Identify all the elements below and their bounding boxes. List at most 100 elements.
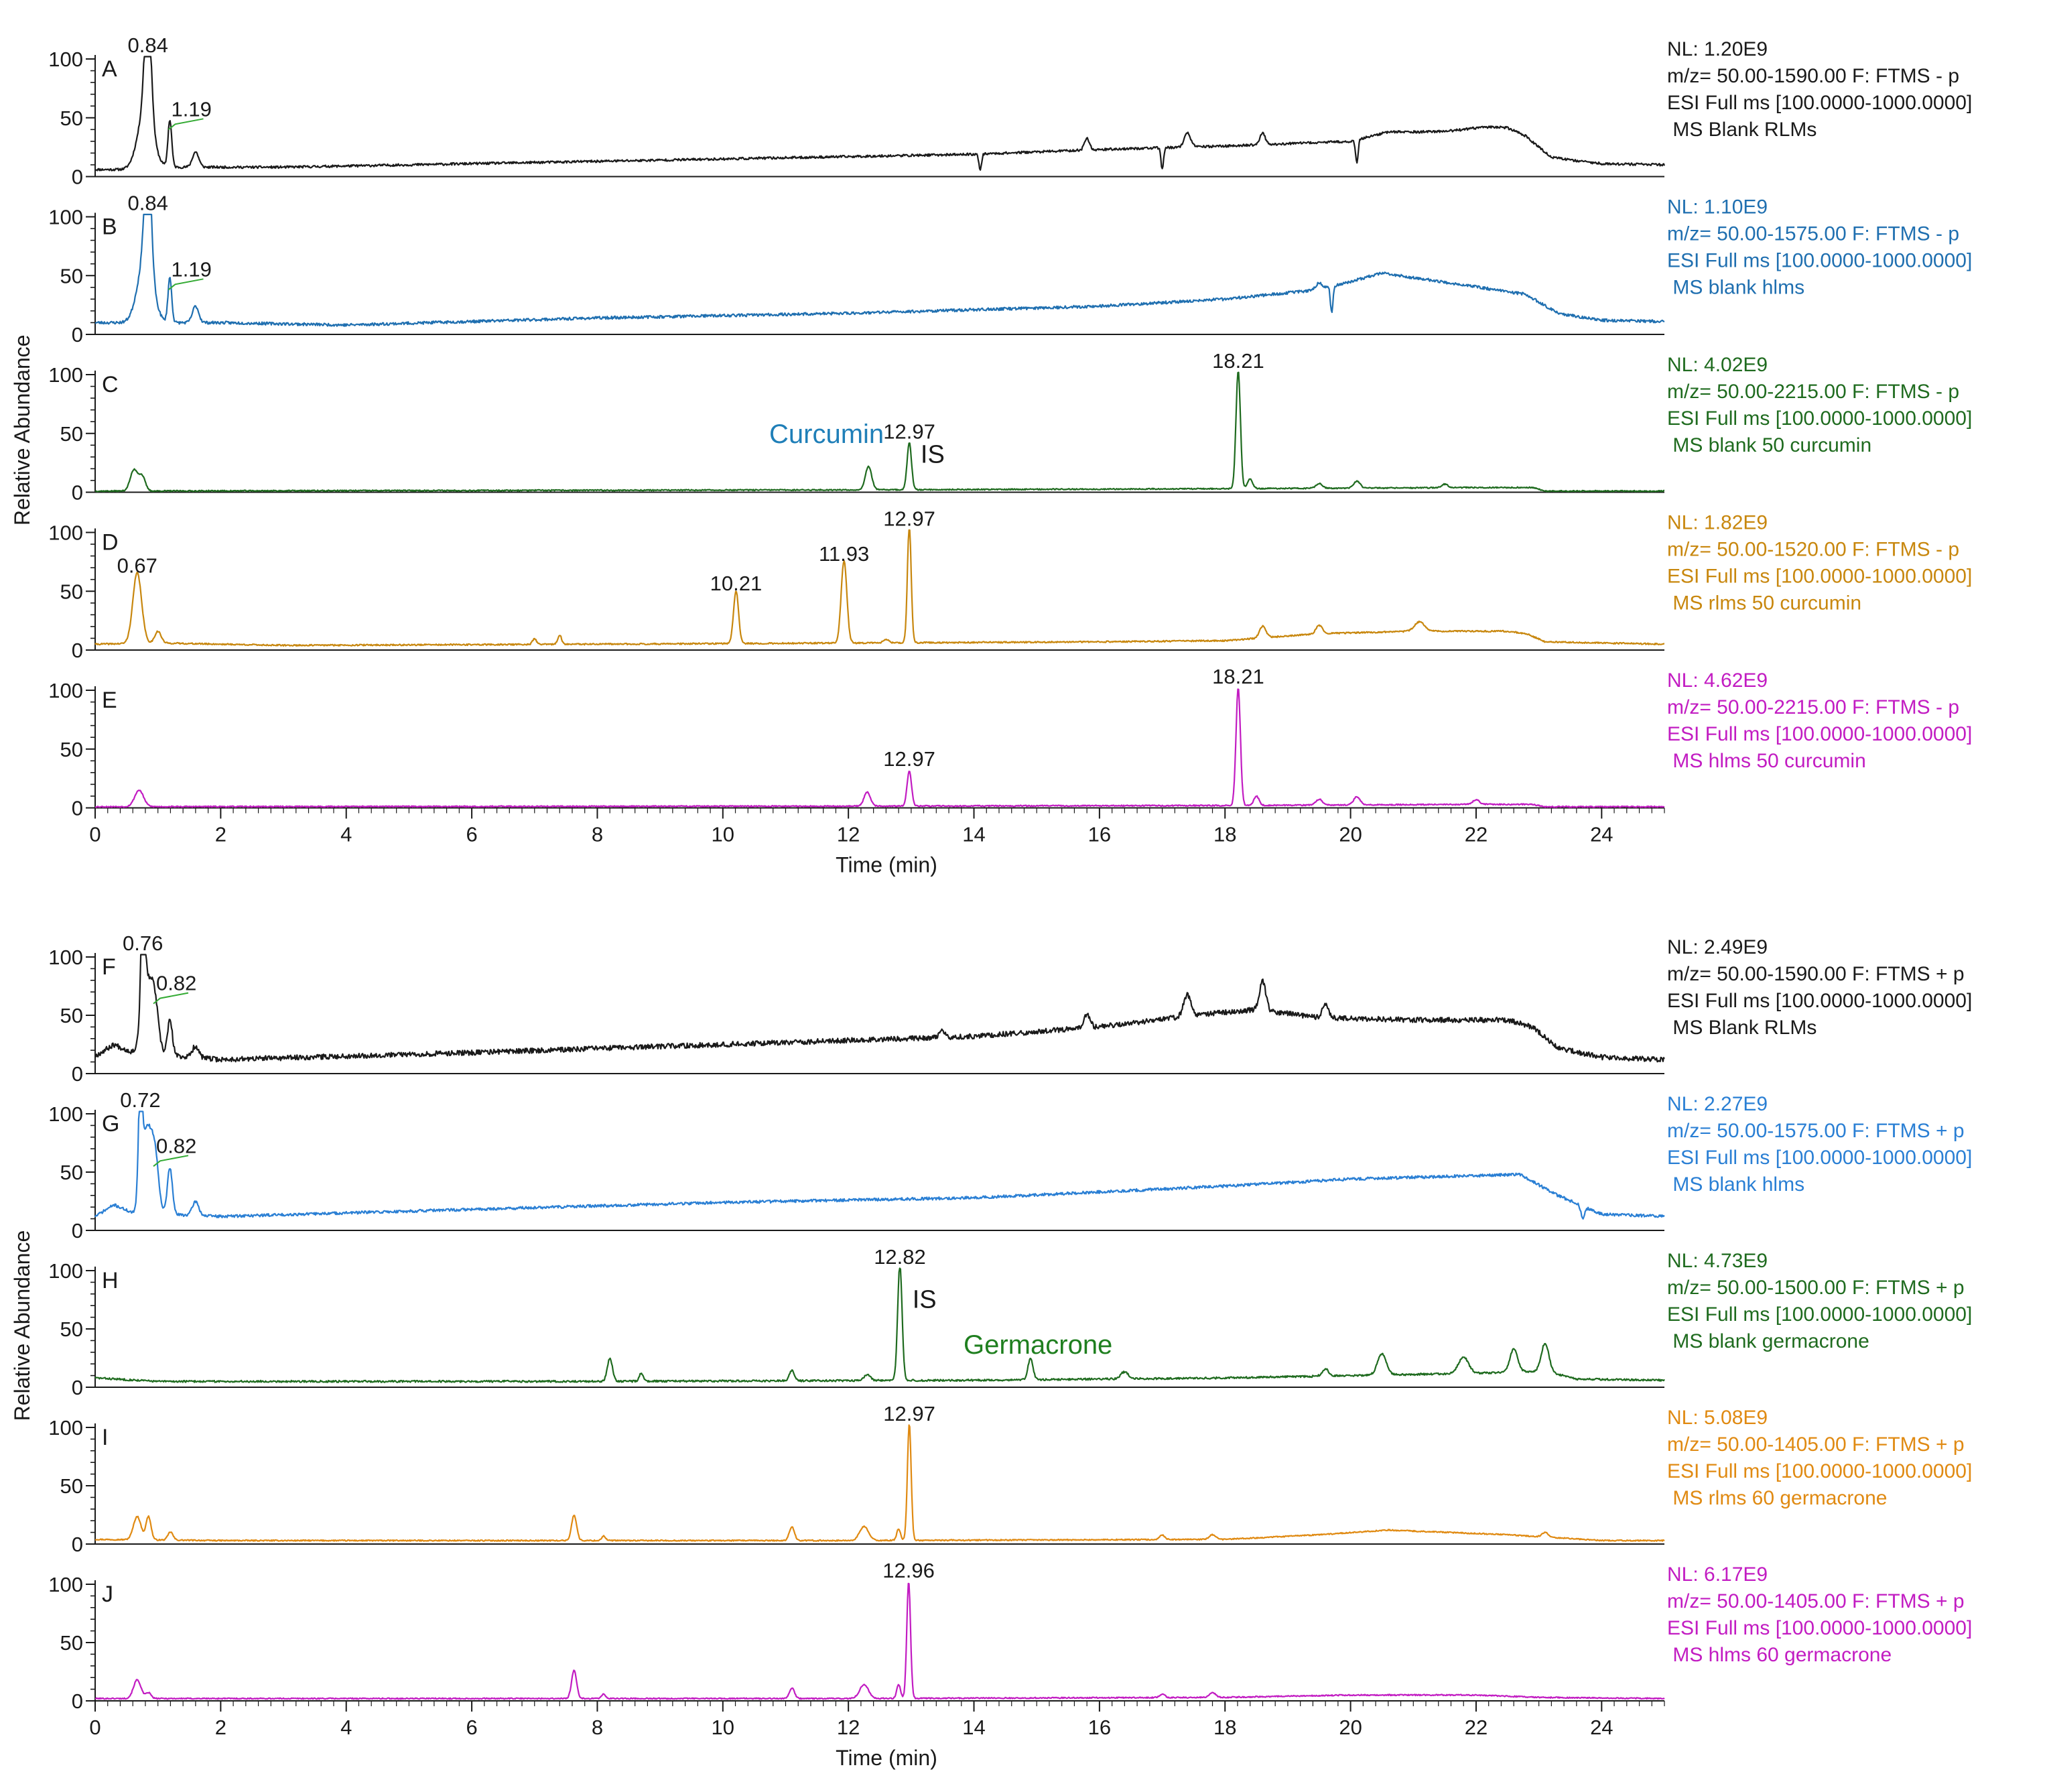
x-axis-label: Time (min) <box>836 853 937 877</box>
peak-label: 0.67 <box>117 554 157 578</box>
y-tick-label: 100 <box>48 946 83 969</box>
x-tick-label: 14 <box>962 1716 985 1739</box>
panel-letter: G <box>102 1111 119 1137</box>
scan-info-line: ESI Full ms [100.0000-1000.0000] <box>1667 1147 1972 1169</box>
peak-annotation-arrow <box>168 278 204 291</box>
trace-line <box>94 371 1664 493</box>
scan-info-line: NL: 4.62E9 <box>1667 669 1768 692</box>
peak-label: 11.93 <box>819 542 869 566</box>
peak-label: 0.72 <box>120 1088 160 1112</box>
scan-info-line: MS hlms 50 curcumin <box>1667 750 1866 772</box>
y-tick-label: 100 <box>48 1259 83 1283</box>
scan-info-line: m/z= 50.00-1520.00 F: FTMS - p <box>1667 539 1959 561</box>
peak-label: 18.21 <box>1212 665 1264 688</box>
y-tick-label: 0 <box>72 1376 83 1399</box>
peak-label: 0.84 <box>128 34 168 57</box>
peak-label: 0.84 <box>128 192 168 215</box>
trace-line <box>94 954 1665 1063</box>
panel-letter: B <box>102 214 117 240</box>
x-tick-label: 10 <box>712 1716 734 1739</box>
scan-info-line: NL: 2.49E9 <box>1667 936 1768 958</box>
scan-info-line: NL: 1.10E9 <box>1667 196 1768 218</box>
y-tick-label: 100 <box>48 679 83 702</box>
y-tick-label: 0 <box>72 797 83 820</box>
y-tick-label: 100 <box>48 1102 83 1126</box>
x-tick-label: 0 <box>89 823 101 846</box>
y-tick-label: 50 <box>60 1161 83 1184</box>
internal-standard-label: IS <box>921 441 945 469</box>
peak-label: 12.97 <box>883 747 935 771</box>
y-axis-label: Relative Abundance <box>10 1230 34 1421</box>
trace-line <box>94 56 1666 172</box>
panel-d: 0 50 100 D0.67 10.21 11.93 12.97 NL: 1.82E9 m/z=… <box>48 507 1972 663</box>
peak-label: 12.97 <box>883 507 935 531</box>
x-tick-label: 12 <box>837 823 860 846</box>
y-tick-label: 50 <box>60 1631 83 1655</box>
scan-info-line: ESI Full ms [100.0000-1000.0000] <box>1667 92 1972 114</box>
x-tick-label: 20 <box>1339 823 1362 846</box>
x-tick-label: 18 <box>1213 1716 1236 1739</box>
y-tick-label: 100 <box>48 1416 83 1439</box>
panel-e: 0 50 100 E 12.97 18.21 NL: 4.62E9 m/z= 50.00-22… <box>48 665 1972 820</box>
y-tick-label: 50 <box>60 1318 83 1341</box>
trace-line <box>94 1582 1665 1700</box>
y-tick-label: 0 <box>72 1219 83 1242</box>
compound-label: Germacrone <box>964 1330 1112 1360</box>
x-tick-label: 10 <box>712 823 734 846</box>
panel-letter: E <box>102 688 117 713</box>
scan-info-c: NL: 4.02E9 m/z= 50.00-2215.00 F: FTMS - p… <box>1667 354 1972 456</box>
x-tick-label: 6 <box>466 1716 477 1739</box>
y-tick-label: 50 <box>60 107 83 130</box>
y-tick-label: 50 <box>60 580 83 603</box>
scan-info-line: MS rlms 50 curcumin <box>1667 592 1861 615</box>
scan-info-line: m/z= 50.00-1575.00 F: FTMS + p <box>1667 1120 1965 1142</box>
scan-info-line: MS blank hlms <box>1667 277 1804 299</box>
panel-letter: D <box>102 530 119 556</box>
x-tick-label: 6 <box>466 823 477 846</box>
trace-line <box>94 688 1665 808</box>
y-tick-label: 0 <box>72 481 83 505</box>
scan-info-line: NL: 5.08E9 <box>1667 1407 1768 1429</box>
scan-info-line: MS blank germacrone <box>1667 1330 1869 1352</box>
x-tick-label: 20 <box>1339 1716 1362 1739</box>
y-tick-label: 100 <box>48 206 83 229</box>
trace-line <box>94 213 1665 327</box>
scan-info-line: ESI Full ms [100.0000-1000.0000] <box>1667 1617 1972 1639</box>
panel-c: 0 50 100 C 12.97 18.21 IS NL: 4.02E9 m/z= 50.00-… <box>48 349 1972 505</box>
peak-label: 12.97 <box>883 420 935 443</box>
trace-line <box>94 1424 1665 1542</box>
x-tick-label: 4 <box>340 1716 352 1739</box>
y-tick-label: 50 <box>60 738 83 761</box>
scan-info-f: NL: 2.49E9 m/z= 50.00-1590.00 F: FTMS + p… <box>1667 936 1972 1039</box>
x-tick-label: 12 <box>837 1716 860 1739</box>
y-tick-label: 50 <box>60 1004 83 1027</box>
scan-info-j: NL: 6.17E9 m/z= 50.00-1405.00 F: FTMS + p… <box>1667 1563 1972 1666</box>
scan-info-line: ESI Full ms [100.0000-1000.0000] <box>1667 723 1972 745</box>
peak-annotation-arrow <box>168 118 204 131</box>
panel-g: 0 50 100 G0.72 0.82 NL: 2.27E9 m/z= 50.00-1575… <box>48 1088 1972 1242</box>
scan-info-a: NL: 1.20E9 m/z= 50.00-1590.00 F: FTMS - p… <box>1667 38 1972 141</box>
compound-label: Curcumin <box>769 420 884 449</box>
scan-info-line: MS Blank RLMs <box>1667 119 1817 141</box>
peak-label: 0.82 <box>156 972 196 995</box>
x-tick-label: 18 <box>1213 823 1236 846</box>
scan-info-line: m/z= 50.00-1405.00 F: FTMS + p <box>1667 1590 1965 1612</box>
x-tick-label: 14 <box>962 823 985 846</box>
panel-letter: C <box>102 372 119 397</box>
panel-h: 0 50 100 H 12.82 IS NL: 4.73E9 m/z= 50.00-1500.… <box>48 1245 1972 1399</box>
panel-letter: I <box>102 1425 108 1450</box>
y-tick-label: 0 <box>72 1533 83 1556</box>
scan-info-line: m/z= 50.00-1590.00 F: FTMS - p <box>1667 65 1959 87</box>
y-tick-label: 0 <box>72 1689 83 1713</box>
scan-info-line: m/z= 50.00-1500.00 F: FTMS + p <box>1667 1277 1965 1299</box>
scan-info-b: NL: 1.10E9 m/z= 50.00-1575.00 F: FTMS - p… <box>1667 196 1972 299</box>
scan-info-line: ESI Full ms [100.0000-1000.0000] <box>1667 566 1972 588</box>
x-tick-label: 0 <box>89 1716 101 1739</box>
panel-j: 0 50 100 J 12.96 NL: 6.17E9 m/z= 50.00-1405.00… <box>48 1559 1972 1713</box>
y-tick-label: 50 <box>60 422 83 446</box>
scan-info-line: ESI Full ms [100.0000-1000.0000] <box>1667 1460 1972 1482</box>
trace-line <box>94 529 1665 647</box>
peak-label: 1.19 <box>171 257 211 281</box>
